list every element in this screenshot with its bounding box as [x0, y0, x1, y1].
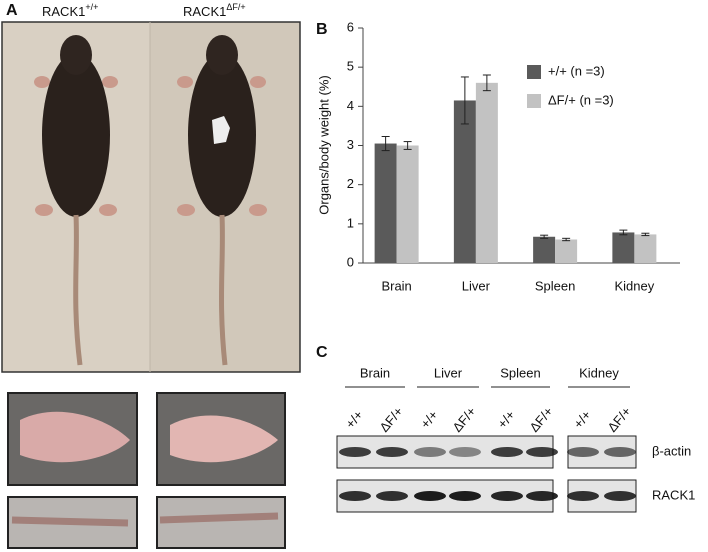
error-bar [403, 141, 412, 150]
paw-photo [7, 392, 286, 486]
error-bar [540, 234, 549, 239]
group-label: Liver [434, 365, 463, 380]
lane-label: ΔF/+ [526, 404, 555, 435]
mouse [177, 35, 267, 366]
tail [73, 214, 83, 366]
error-bar [460, 76, 469, 125]
mouse-photo [1, 21, 301, 373]
legend-swatch [527, 94, 541, 108]
bar [634, 234, 657, 263]
x-tick-label: Spleen [535, 278, 575, 293]
paw [250, 76, 266, 88]
y-tick-label: 4 [347, 98, 354, 113]
tail [159, 512, 279, 524]
tail [218, 214, 228, 366]
lane-label: +/+ [342, 407, 366, 431]
blot-band [449, 491, 481, 501]
blot-band [339, 447, 371, 457]
blot-band [376, 491, 408, 501]
blot-band [526, 491, 558, 501]
bar [374, 143, 397, 263]
paw [170, 415, 278, 463]
y-tick-label: 0 [347, 254, 354, 269]
x-tick-label: Liver [462, 278, 491, 293]
y-tick-label: 6 [347, 19, 354, 34]
genotype-label: RACK1ΔF/+ [183, 2, 246, 19]
y-tick-label: 1 [347, 215, 354, 230]
band-label: β-actin [652, 443, 691, 458]
blot-band [567, 491, 599, 501]
bar [453, 100, 476, 263]
blot-band [339, 491, 371, 501]
body [42, 53, 110, 217]
lane-label: +/+ [417, 407, 441, 431]
blot-band [376, 447, 408, 457]
blot-band [414, 491, 446, 501]
paw [20, 411, 130, 463]
blot-band [491, 447, 523, 457]
panel-label: A [6, 2, 18, 19]
y-tick-label: 5 [347, 59, 354, 74]
blot-band [491, 491, 523, 501]
error-bar [641, 232, 650, 237]
paw [35, 204, 53, 216]
tail [11, 516, 129, 527]
error-bar [562, 237, 571, 242]
paw [99, 204, 117, 216]
blot-band [449, 447, 481, 457]
x-tick-label: Brain [381, 278, 411, 293]
legend-swatch [527, 65, 541, 79]
blot-band [604, 447, 636, 457]
paw [102, 76, 118, 88]
group-label: Kidney [579, 365, 619, 380]
band-label: RACK1 [652, 487, 695, 502]
group-label: Brain [360, 365, 390, 380]
bar [396, 145, 419, 263]
lane-label: ΔF/+ [604, 404, 633, 435]
white-patch [212, 116, 230, 144]
bar [555, 239, 578, 263]
y-tick-label: 2 [347, 176, 354, 191]
genotype-label: RACK1+/+ [42, 2, 98, 19]
photo-frame [156, 496, 286, 549]
blot-band [414, 447, 446, 457]
legend-label: ΔF/+ (n =3) [548, 92, 614, 107]
photo-frame [1, 21, 301, 373]
error-bar [619, 229, 628, 236]
lane-label: +/+ [570, 407, 594, 431]
paw [177, 204, 195, 216]
legend-label: +/+ (n =3) [548, 63, 605, 78]
bar [475, 82, 498, 263]
paw [177, 76, 193, 88]
panel-label: B [316, 21, 328, 38]
blot-band [526, 447, 558, 457]
paw [249, 204, 267, 216]
genotype-base: RACK1 [183, 4, 226, 19]
lane-label: ΔF/+ [449, 404, 478, 435]
lane-label: +/+ [494, 407, 518, 431]
error-bar [482, 74, 491, 92]
blot-band [567, 447, 599, 457]
y-axis-label: Organs/body weight (%) [316, 75, 331, 214]
paw [34, 76, 50, 88]
blot-band [604, 491, 636, 501]
panel-label: C [316, 344, 328, 361]
x-tick-label: Kidney [615, 278, 655, 293]
y-tick-label: 3 [347, 137, 354, 152]
genotype-sup: ΔF/+ [226, 2, 245, 12]
bar [533, 236, 556, 263]
head [60, 35, 92, 75]
group-label: Spleen [500, 365, 540, 380]
head [206, 35, 238, 75]
genotype-sup: +/+ [85, 2, 98, 12]
error-bar [381, 135, 390, 152]
genotype-base: RACK1 [42, 4, 85, 19]
lane-label: ΔF/+ [376, 404, 405, 435]
bar [612, 232, 635, 263]
tail-photo [7, 496, 286, 549]
mouse [34, 35, 118, 366]
